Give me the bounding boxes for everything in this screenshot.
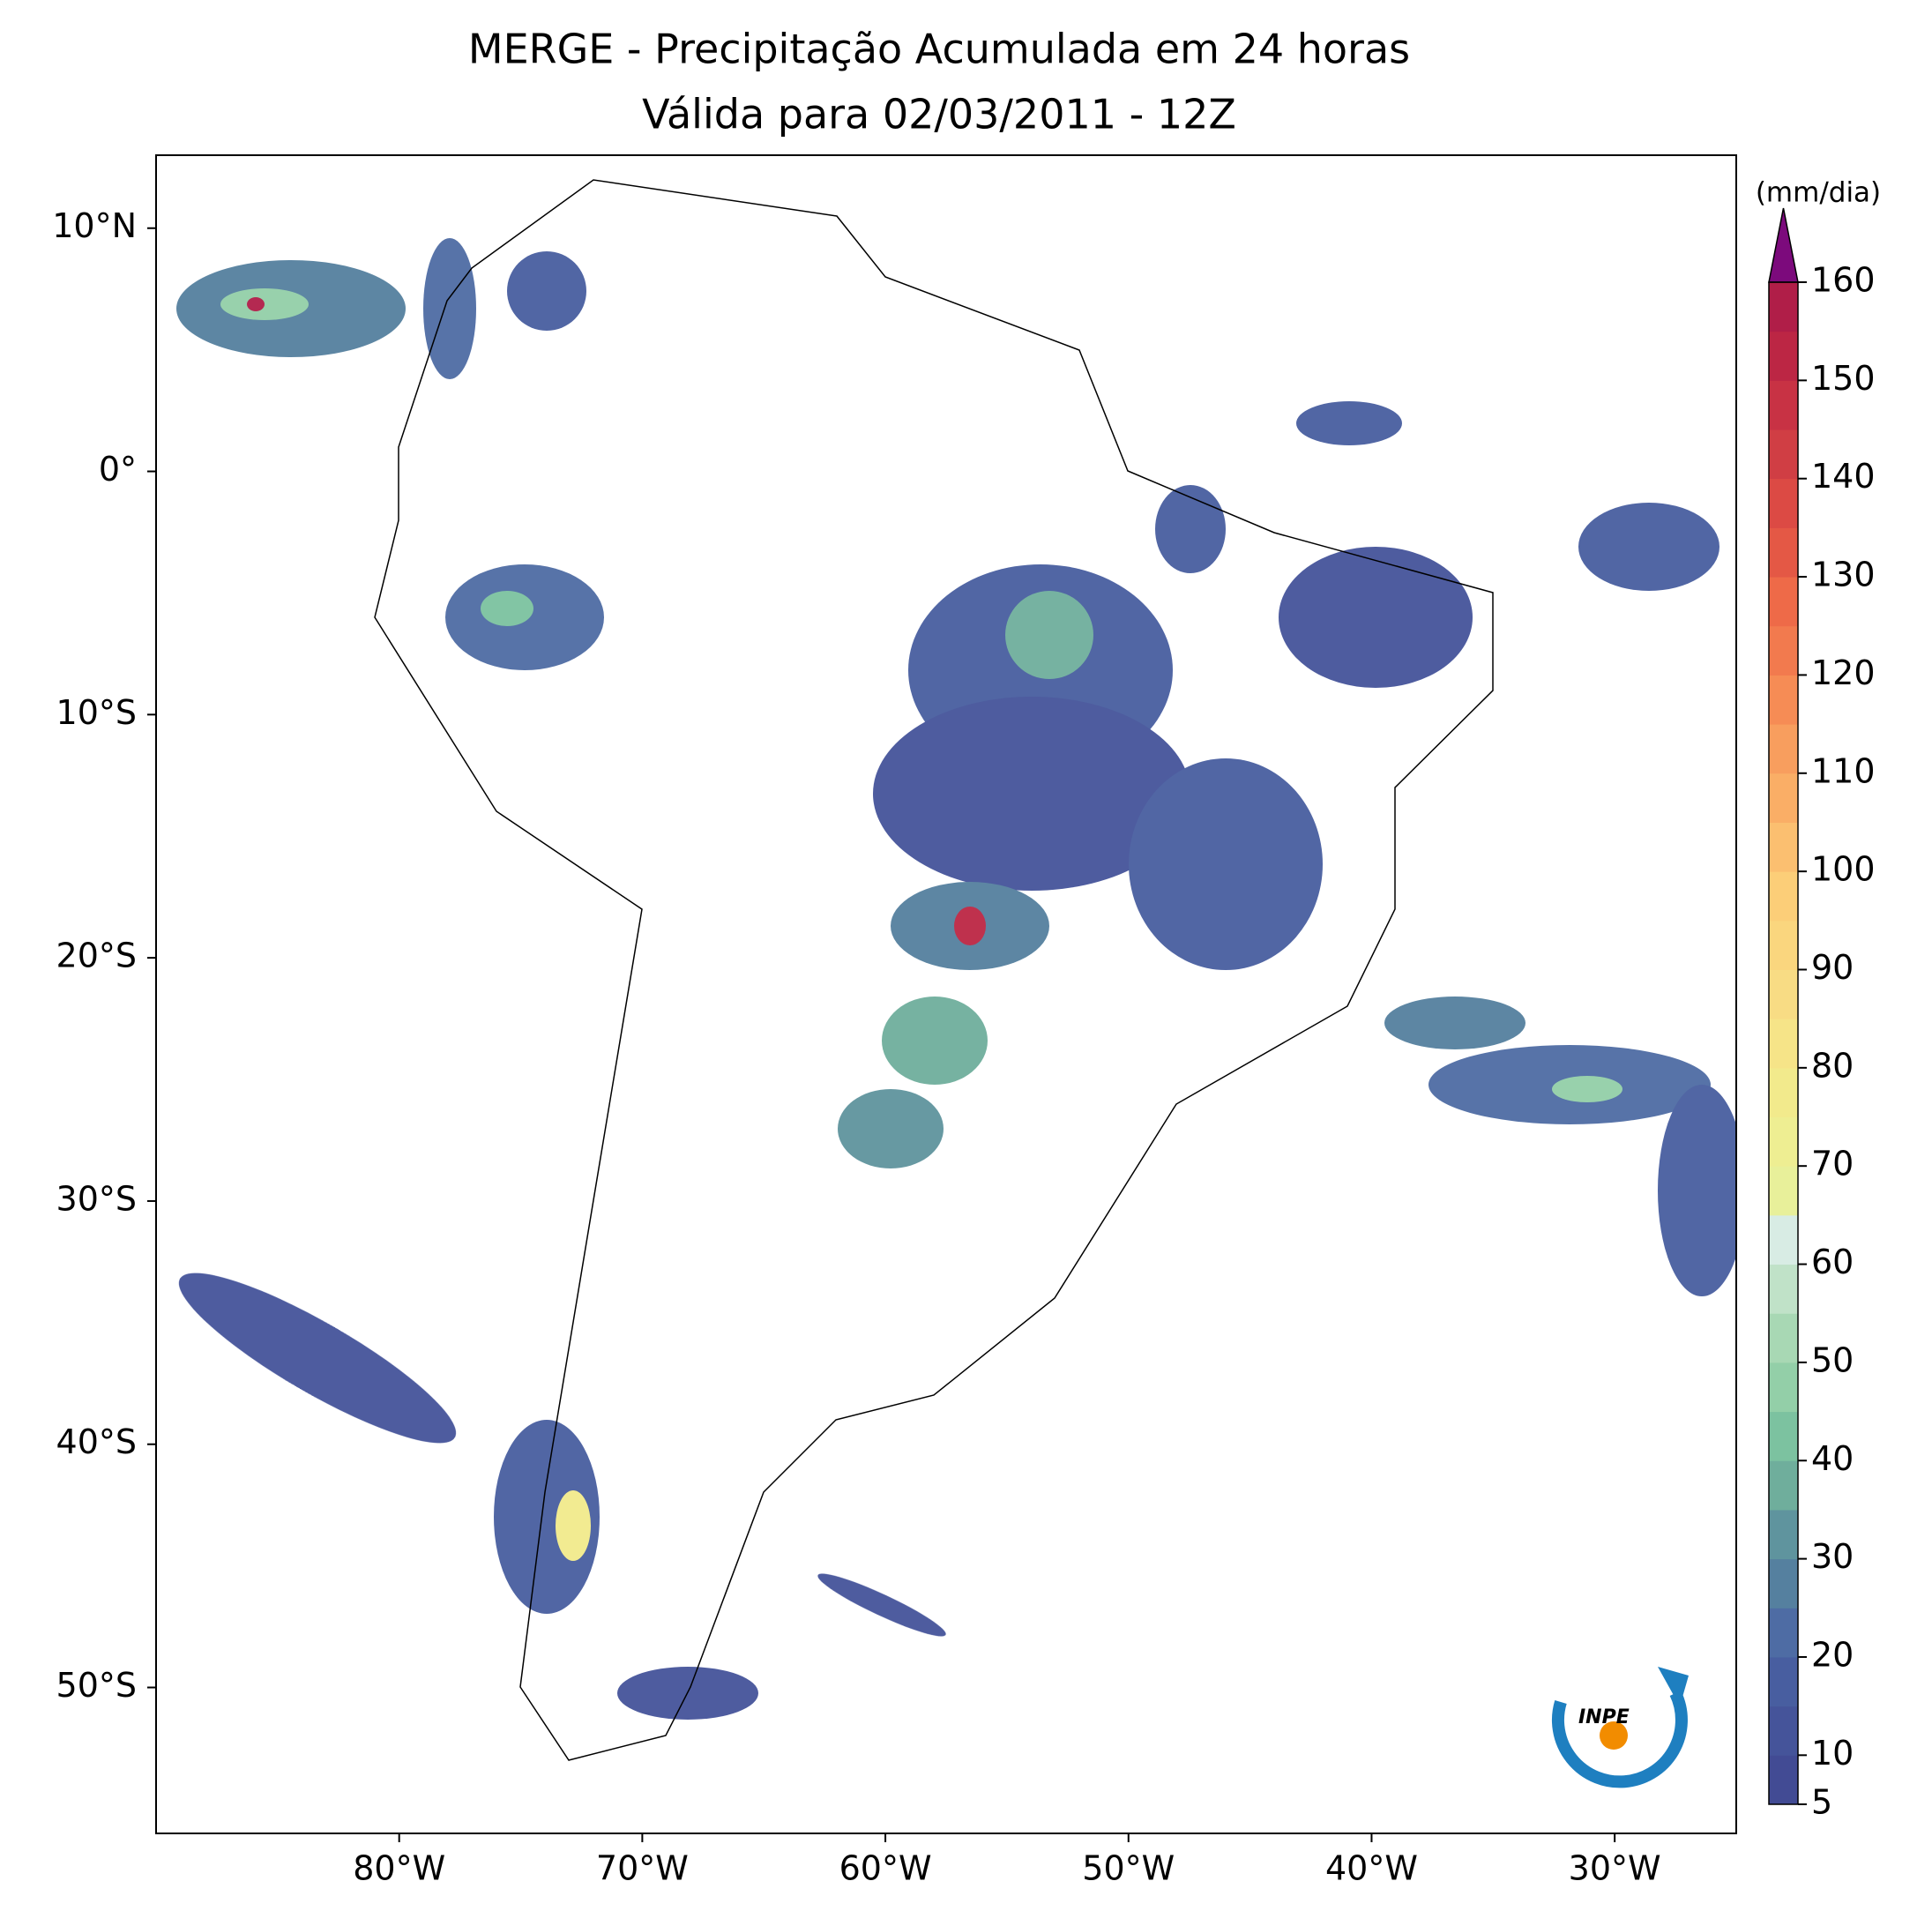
- colorbar-tick-label: 80: [1811, 1046, 1854, 1085]
- y-tick-label: 40°S: [56, 1422, 137, 1461]
- y-tick-label: 20°S: [56, 937, 137, 975]
- colorbar-segment: [1769, 871, 1798, 922]
- x-tick-label: 50°W: [1082, 1849, 1175, 1888]
- colorbar-segment: [1769, 1656, 1798, 1707]
- colorbar-segment: [1769, 1264, 1798, 1314]
- colorbar-segment: [1769, 478, 1798, 528]
- colorbar-segment: [1769, 822, 1798, 872]
- colorbar-segment: [1769, 1558, 1798, 1609]
- colorbar-extend: [1768, 207, 1799, 283]
- colorbar-segment: [1769, 1214, 1798, 1265]
- logo: INPE: [1551, 1667, 1689, 1788]
- map-content: [176, 179, 1736, 1761]
- colorbar-segment: [1769, 1166, 1798, 1216]
- colorbar-label: (mm/dia): [1756, 177, 1881, 209]
- x-tick-label: 30°W: [1569, 1849, 1661, 1888]
- y-tick-label: 30°S: [56, 1179, 137, 1218]
- colorbar-segment: [1769, 724, 1798, 774]
- colorbar-frame: [1768, 281, 1799, 1805]
- colorbar-segment: [1769, 331, 1798, 381]
- colorbar-tick-label: 160: [1811, 261, 1876, 300]
- colorbar-tick-label: 70: [1811, 1145, 1854, 1183]
- colorbar-segment: [1769, 969, 1798, 1019]
- colorbar-segment: [1769, 429, 1798, 480]
- y-tick-label: 10°N: [52, 206, 137, 245]
- logo-text: INPE: [1578, 1706, 1630, 1728]
- colorbar-tick-label: 140: [1811, 457, 1876, 496]
- y-tick-label: 0°: [99, 450, 137, 489]
- colorbar-segment: [1769, 1608, 1798, 1658]
- colorbar-segment: [1769, 380, 1798, 430]
- colorbar-segment: [1769, 1706, 1798, 1756]
- colorbar-tick-label: 30: [1811, 1537, 1854, 1576]
- colorbar-segment: [1769, 1755, 1798, 1805]
- colorbar-tick-label: 120: [1811, 653, 1876, 692]
- title: MERGE - Precipitação Acumulada em 24 hor…: [468, 26, 1410, 73]
- coastline: [374, 179, 1494, 1761]
- colorbar-segment: [1769, 625, 1798, 676]
- colorbar-tick-label: 20: [1811, 1635, 1854, 1674]
- colorbar-segment: [1769, 577, 1798, 627]
- colorbar-segment: [1769, 920, 1798, 970]
- colorbar-tick-label: 100: [1811, 850, 1876, 889]
- colorbar-tick-label: 40: [1811, 1439, 1854, 1478]
- x-tick-label: 60°W: [839, 1849, 932, 1888]
- colorbar-segment: [1769, 282, 1798, 332]
- colorbar-segment: [1769, 1460, 1798, 1511]
- x-tick-label: 40°W: [1325, 1849, 1418, 1888]
- colorbar-segment: [1769, 1313, 1798, 1363]
- x-tick-label: 70°W: [596, 1849, 689, 1888]
- colorbar-tick-label: 10: [1811, 1734, 1854, 1773]
- colorbar-segment: [1769, 1509, 1798, 1560]
- colorbar-segment: [1769, 527, 1798, 578]
- colorbar-segment: [1769, 1411, 1798, 1461]
- colorbar-segment: [1769, 675, 1798, 725]
- colorbar-tick-label: 110: [1811, 751, 1876, 790]
- colorbar-tick-label: 130: [1811, 556, 1876, 594]
- colorbar-segment: [1769, 773, 1798, 823]
- colorbar-tick-label: 5: [1811, 1783, 1832, 1822]
- y-tick-label: 50°S: [56, 1666, 137, 1705]
- colorbar-segment: [1769, 1019, 1798, 1069]
- precipitation: [176, 238, 1736, 1720]
- y-tick-label: 10°S: [56, 693, 137, 732]
- colorbar-tick-label: 150: [1811, 359, 1876, 398]
- colorbar-tick-label: 90: [1811, 948, 1854, 987]
- map-frame: [155, 154, 1737, 1834]
- colorbar-tick-label: 60: [1811, 1243, 1854, 1281]
- colorbar-segment: [1769, 1067, 1798, 1118]
- colorbar-tick-label: 50: [1811, 1340, 1854, 1379]
- subtitle: Válida para 02/03/2011 - 12Z: [642, 91, 1236, 138]
- colorbar-segment: [1769, 1362, 1798, 1413]
- x-tick-label: 80°W: [353, 1849, 445, 1888]
- colorbar-segment: [1769, 1116, 1798, 1167]
